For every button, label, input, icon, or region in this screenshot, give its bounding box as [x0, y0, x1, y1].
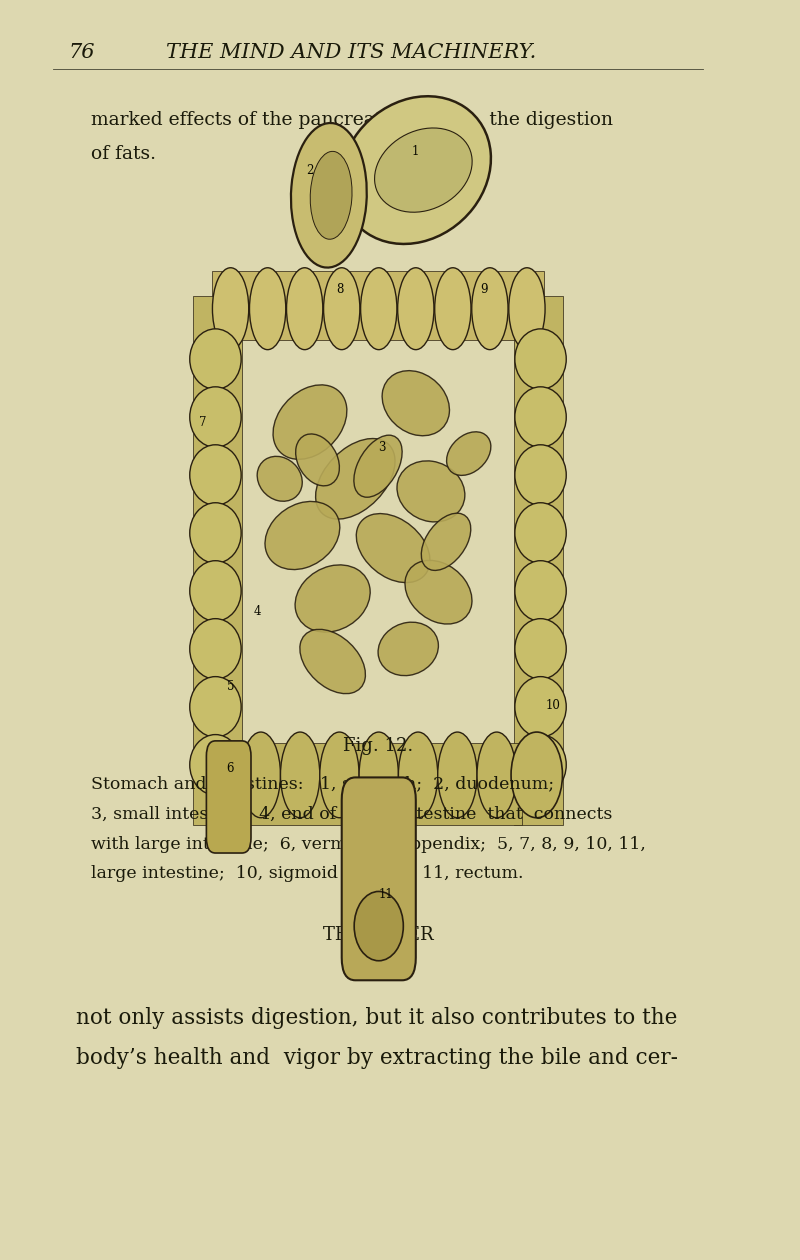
Ellipse shape — [509, 268, 545, 350]
Text: 7: 7 — [199, 416, 206, 428]
Ellipse shape — [515, 387, 566, 447]
Ellipse shape — [265, 501, 340, 570]
Ellipse shape — [273, 384, 347, 460]
Bar — [212, 271, 544, 340]
Ellipse shape — [405, 561, 472, 624]
Text: Fig. 12.: Fig. 12. — [343, 737, 413, 755]
Ellipse shape — [316, 438, 395, 519]
Ellipse shape — [257, 456, 302, 501]
Text: 3: 3 — [378, 441, 386, 454]
Ellipse shape — [213, 268, 249, 350]
Text: large intestine;  10, sigmoid flexure;  11, rectum.: large intestine; 10, sigmoid flexure; 11… — [90, 864, 523, 882]
Ellipse shape — [515, 677, 566, 737]
Ellipse shape — [295, 564, 370, 633]
Ellipse shape — [190, 735, 241, 795]
Ellipse shape — [323, 268, 360, 350]
Ellipse shape — [286, 268, 323, 350]
Text: 2: 2 — [306, 164, 314, 176]
Ellipse shape — [515, 561, 566, 621]
Ellipse shape — [398, 732, 438, 818]
Ellipse shape — [515, 329, 566, 389]
Ellipse shape — [422, 513, 470, 571]
Text: 5: 5 — [227, 680, 234, 693]
Text: 76: 76 — [68, 43, 94, 63]
Ellipse shape — [296, 433, 339, 486]
Ellipse shape — [300, 629, 366, 694]
Text: marked effects of the pancreatic juice, is  the digestion: marked effects of the pancreatic juice, … — [90, 111, 613, 129]
Ellipse shape — [515, 503, 566, 563]
Ellipse shape — [511, 732, 562, 818]
Text: THE  LIVER: THE LIVER — [322, 926, 434, 944]
Ellipse shape — [515, 445, 566, 505]
Ellipse shape — [190, 329, 241, 389]
Text: body’s health and  vigor by extracting the bile and cer-: body’s health and vigor by extracting th… — [76, 1047, 678, 1070]
Ellipse shape — [310, 151, 352, 239]
Bar — [514, 296, 563, 825]
Ellipse shape — [378, 622, 438, 675]
Ellipse shape — [397, 461, 465, 522]
Ellipse shape — [515, 735, 566, 795]
Text: 3, small intestine;  4, end of small  intestine  that  connects: 3, small intestine; 4, end of small inte… — [90, 805, 612, 823]
Text: with large intestine;  6, vermiform appendix;  5, 7, 8, 9, 10, 11,: with large intestine; 6, vermiform appen… — [90, 835, 646, 853]
Text: of fats.: of fats. — [90, 145, 156, 163]
Ellipse shape — [382, 370, 450, 436]
Bar — [193, 296, 242, 825]
Text: Stomach and intestines:   1, stomach;  2, duodenum;: Stomach and intestines: 1, stomach; 2, d… — [90, 775, 554, 793]
Ellipse shape — [446, 432, 491, 475]
Ellipse shape — [438, 732, 477, 818]
Ellipse shape — [361, 268, 397, 350]
Ellipse shape — [241, 732, 281, 818]
Bar — [234, 743, 522, 825]
Text: 11: 11 — [378, 888, 393, 901]
FancyBboxPatch shape — [206, 741, 251, 853]
Ellipse shape — [291, 123, 366, 267]
Text: THE MIND AND ITS MACHINERY.: THE MIND AND ITS MACHINERY. — [166, 43, 537, 63]
Text: 8: 8 — [337, 284, 344, 296]
Ellipse shape — [359, 732, 398, 818]
Ellipse shape — [190, 561, 241, 621]
Text: 9: 9 — [480, 284, 487, 296]
Text: 6: 6 — [226, 762, 234, 775]
Ellipse shape — [354, 892, 403, 960]
Ellipse shape — [190, 503, 241, 563]
Ellipse shape — [320, 732, 359, 818]
Ellipse shape — [190, 387, 241, 447]
Ellipse shape — [190, 619, 241, 679]
Ellipse shape — [477, 732, 516, 818]
Text: 1: 1 — [412, 145, 419, 158]
Text: 10: 10 — [546, 699, 561, 712]
Ellipse shape — [374, 129, 472, 212]
Ellipse shape — [398, 268, 434, 350]
Ellipse shape — [356, 514, 430, 582]
Ellipse shape — [354, 435, 402, 498]
Ellipse shape — [341, 96, 491, 244]
Ellipse shape — [434, 268, 471, 350]
Ellipse shape — [250, 268, 286, 350]
Ellipse shape — [190, 677, 241, 737]
FancyBboxPatch shape — [342, 777, 416, 980]
Text: not only assists digestion, but it also contributes to the: not only assists digestion, but it also … — [76, 1007, 677, 1029]
Ellipse shape — [281, 732, 320, 818]
Ellipse shape — [190, 445, 241, 505]
Ellipse shape — [472, 268, 508, 350]
Text: 4: 4 — [254, 605, 261, 617]
Ellipse shape — [515, 619, 566, 679]
